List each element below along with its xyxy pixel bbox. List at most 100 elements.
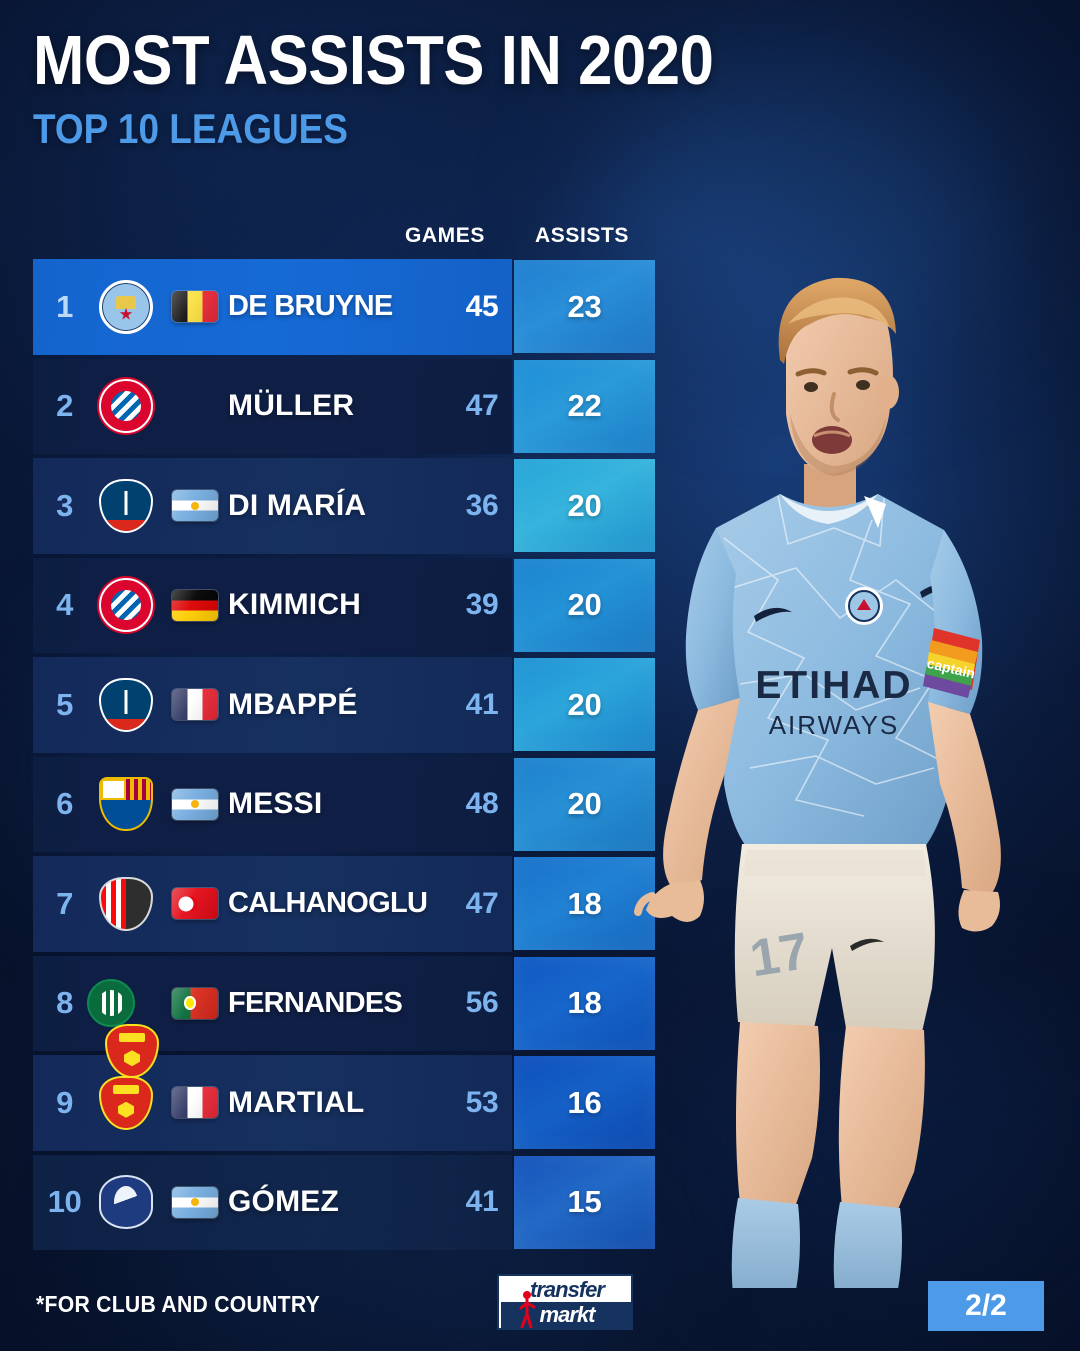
games-value: 39 bbox=[465, 588, 499, 622]
games-value: 41 bbox=[465, 1185, 499, 1219]
club-crest-icon bbox=[99, 279, 153, 334]
table-row[interactable]: 6 MESSI 48 20 bbox=[33, 755, 655, 855]
country-flag-cell bbox=[162, 490, 228, 522]
club-crest-icon bbox=[99, 379, 153, 434]
column-headers: GAMES ASSISTS bbox=[0, 224, 1080, 254]
logo-runner-icon bbox=[519, 1291, 536, 1328]
club-crest-cell bbox=[96, 476, 162, 536]
club-crest-icon bbox=[99, 578, 153, 633]
club-crest-icon bbox=[99, 1175, 153, 1230]
svg-text:AIRWAYS: AIRWAYS bbox=[769, 710, 900, 740]
club-crest-icon bbox=[99, 876, 153, 931]
club-crest-cell bbox=[96, 774, 162, 834]
country-flag-icon bbox=[172, 1087, 218, 1119]
page-subtitle: TOP 10 LEAGUES bbox=[33, 105, 348, 153]
player-name: CALHANOGLU bbox=[228, 887, 428, 920]
club-crest-icon bbox=[99, 677, 153, 732]
country-flag-cell bbox=[162, 589, 228, 621]
column-header-games: GAMES bbox=[404, 224, 485, 247]
player-name: GÓMEZ bbox=[228, 1185, 339, 1219]
assists-leaderboard: 1 DE BRUYNE 45 23 2 MÜLLER 47 22 3 DI MARÍA 36 20 4 K… bbox=[33, 257, 655, 1253]
footnote: *FOR CLUB AND COUNTRY bbox=[36, 1291, 321, 1317]
logo-text-transfer: transfer bbox=[530, 1277, 605, 1302]
table-row[interactable]: 7 CALHANOGLU 47 18 bbox=[33, 854, 655, 954]
table-row[interactable]: 9 MARTIAL 53 16 bbox=[33, 1053, 655, 1153]
rank-number: 7 bbox=[56, 885, 73, 921]
footer: *FOR CLUB AND COUNTRY 2/2 bbox=[0, 1261, 1080, 1351]
country-flag-icon bbox=[172, 987, 218, 1019]
games-value: 41 bbox=[465, 687, 499, 721]
assists-value: 20 bbox=[514, 558, 655, 652]
club-crest-cell bbox=[96, 1172, 162, 1232]
country-flag-cell bbox=[162, 1186, 228, 1218]
rank-number: 8 bbox=[56, 985, 73, 1021]
assists-value: 20 bbox=[514, 459, 655, 552]
table-row[interactable]: 5 MBAPPÉ 41 20 bbox=[33, 655, 655, 755]
assists-value: 20 bbox=[514, 658, 655, 751]
club-crest-cell bbox=[87, 973, 162, 1079]
player-photo: ETIHAD AIRWAYS captain 17 bbox=[628, 228, 1080, 1288]
country-flag-cell bbox=[162, 987, 228, 1019]
assists-value: 22 bbox=[514, 359, 655, 453]
country-flag-icon bbox=[172, 689, 218, 721]
transfermarkt-logo: transfer markt bbox=[497, 1274, 633, 1330]
table-row[interactable]: 4 KIMMICH 39 20 bbox=[33, 556, 655, 656]
country-flag-cell bbox=[162, 1087, 228, 1119]
player-name: MARTIAL bbox=[228, 1085, 365, 1119]
country-flag-cell bbox=[162, 291, 228, 323]
club-crest-secondary-icon bbox=[87, 979, 135, 1028]
player-name: DE BRUYNE bbox=[228, 290, 393, 323]
assists-value: 16 bbox=[514, 1056, 655, 1149]
table-row[interactable]: 8 FERNANDES 56 18 bbox=[33, 954, 655, 1079]
rank-number: 1 bbox=[56, 288, 73, 324]
club-crest-cell bbox=[96, 675, 162, 735]
club-crest-cell bbox=[96, 575, 162, 635]
header: MOST ASSISTS IN 2020 TOP 10 LEAGUES bbox=[33, 21, 806, 153]
table-row[interactable]: 1 DE BRUYNE 45 23 bbox=[33, 257, 655, 357]
player-name: MBAPPÉ bbox=[228, 687, 358, 721]
games-value: 47 bbox=[465, 389, 499, 423]
page-indicator: 2/2 bbox=[928, 1281, 1044, 1331]
assists-value: 20 bbox=[514, 757, 655, 851]
club-crest-cell bbox=[96, 1073, 162, 1133]
games-value: 45 bbox=[465, 289, 499, 323]
assists-value: 18 bbox=[514, 857, 655, 950]
assists-value: 23 bbox=[514, 260, 655, 353]
rank-number: 9 bbox=[56, 1084, 73, 1120]
rank-number: 2 bbox=[56, 388, 73, 424]
page-title: MOST ASSISTS IN 2020 bbox=[33, 21, 714, 99]
assists-value: 15 bbox=[514, 1155, 655, 1249]
country-flag-icon bbox=[172, 490, 218, 522]
player-name: KIMMICH bbox=[228, 588, 362, 622]
club-crest-cell bbox=[96, 376, 162, 436]
svg-text:ETIHAD: ETIHAD bbox=[755, 664, 912, 707]
games-value: 56 bbox=[465, 986, 499, 1020]
games-value: 47 bbox=[465, 886, 499, 920]
rank-number: 10 bbox=[47, 1184, 82, 1220]
player-name: FERNANDES bbox=[228, 986, 403, 1019]
club-crest-cell bbox=[96, 277, 162, 337]
table-row[interactable]: 10 GÓMEZ 41 15 bbox=[33, 1153, 655, 1253]
svg-text:17: 17 bbox=[746, 922, 812, 988]
country-flag-icon bbox=[172, 589, 218, 621]
country-flag-icon bbox=[172, 291, 218, 323]
games-value: 36 bbox=[465, 488, 499, 522]
club-crest-cell bbox=[96, 874, 162, 934]
table-row[interactable]: 2 MÜLLER 47 22 bbox=[33, 357, 655, 457]
games-value: 48 bbox=[465, 787, 499, 821]
country-flag-icon bbox=[172, 788, 218, 820]
table-row[interactable]: 3 DI MARÍA 36 20 bbox=[33, 456, 655, 556]
logo-text-markt: markt bbox=[539, 1302, 596, 1327]
player-name: MÜLLER bbox=[228, 389, 355, 423]
country-flag-cell bbox=[162, 888, 228, 920]
club-crest-icon bbox=[99, 478, 153, 533]
country-flag-cell bbox=[162, 689, 228, 721]
country-flag-cell bbox=[162, 788, 228, 820]
rank-number: 6 bbox=[56, 786, 73, 822]
rank-number: 3 bbox=[56, 487, 73, 523]
country-flag-icon bbox=[172, 888, 218, 920]
rank-number: 4 bbox=[56, 587, 73, 623]
country-flag-icon bbox=[172, 1186, 218, 1218]
assists-value: 18 bbox=[514, 956, 655, 1050]
player-name: MESSI bbox=[228, 787, 323, 821]
